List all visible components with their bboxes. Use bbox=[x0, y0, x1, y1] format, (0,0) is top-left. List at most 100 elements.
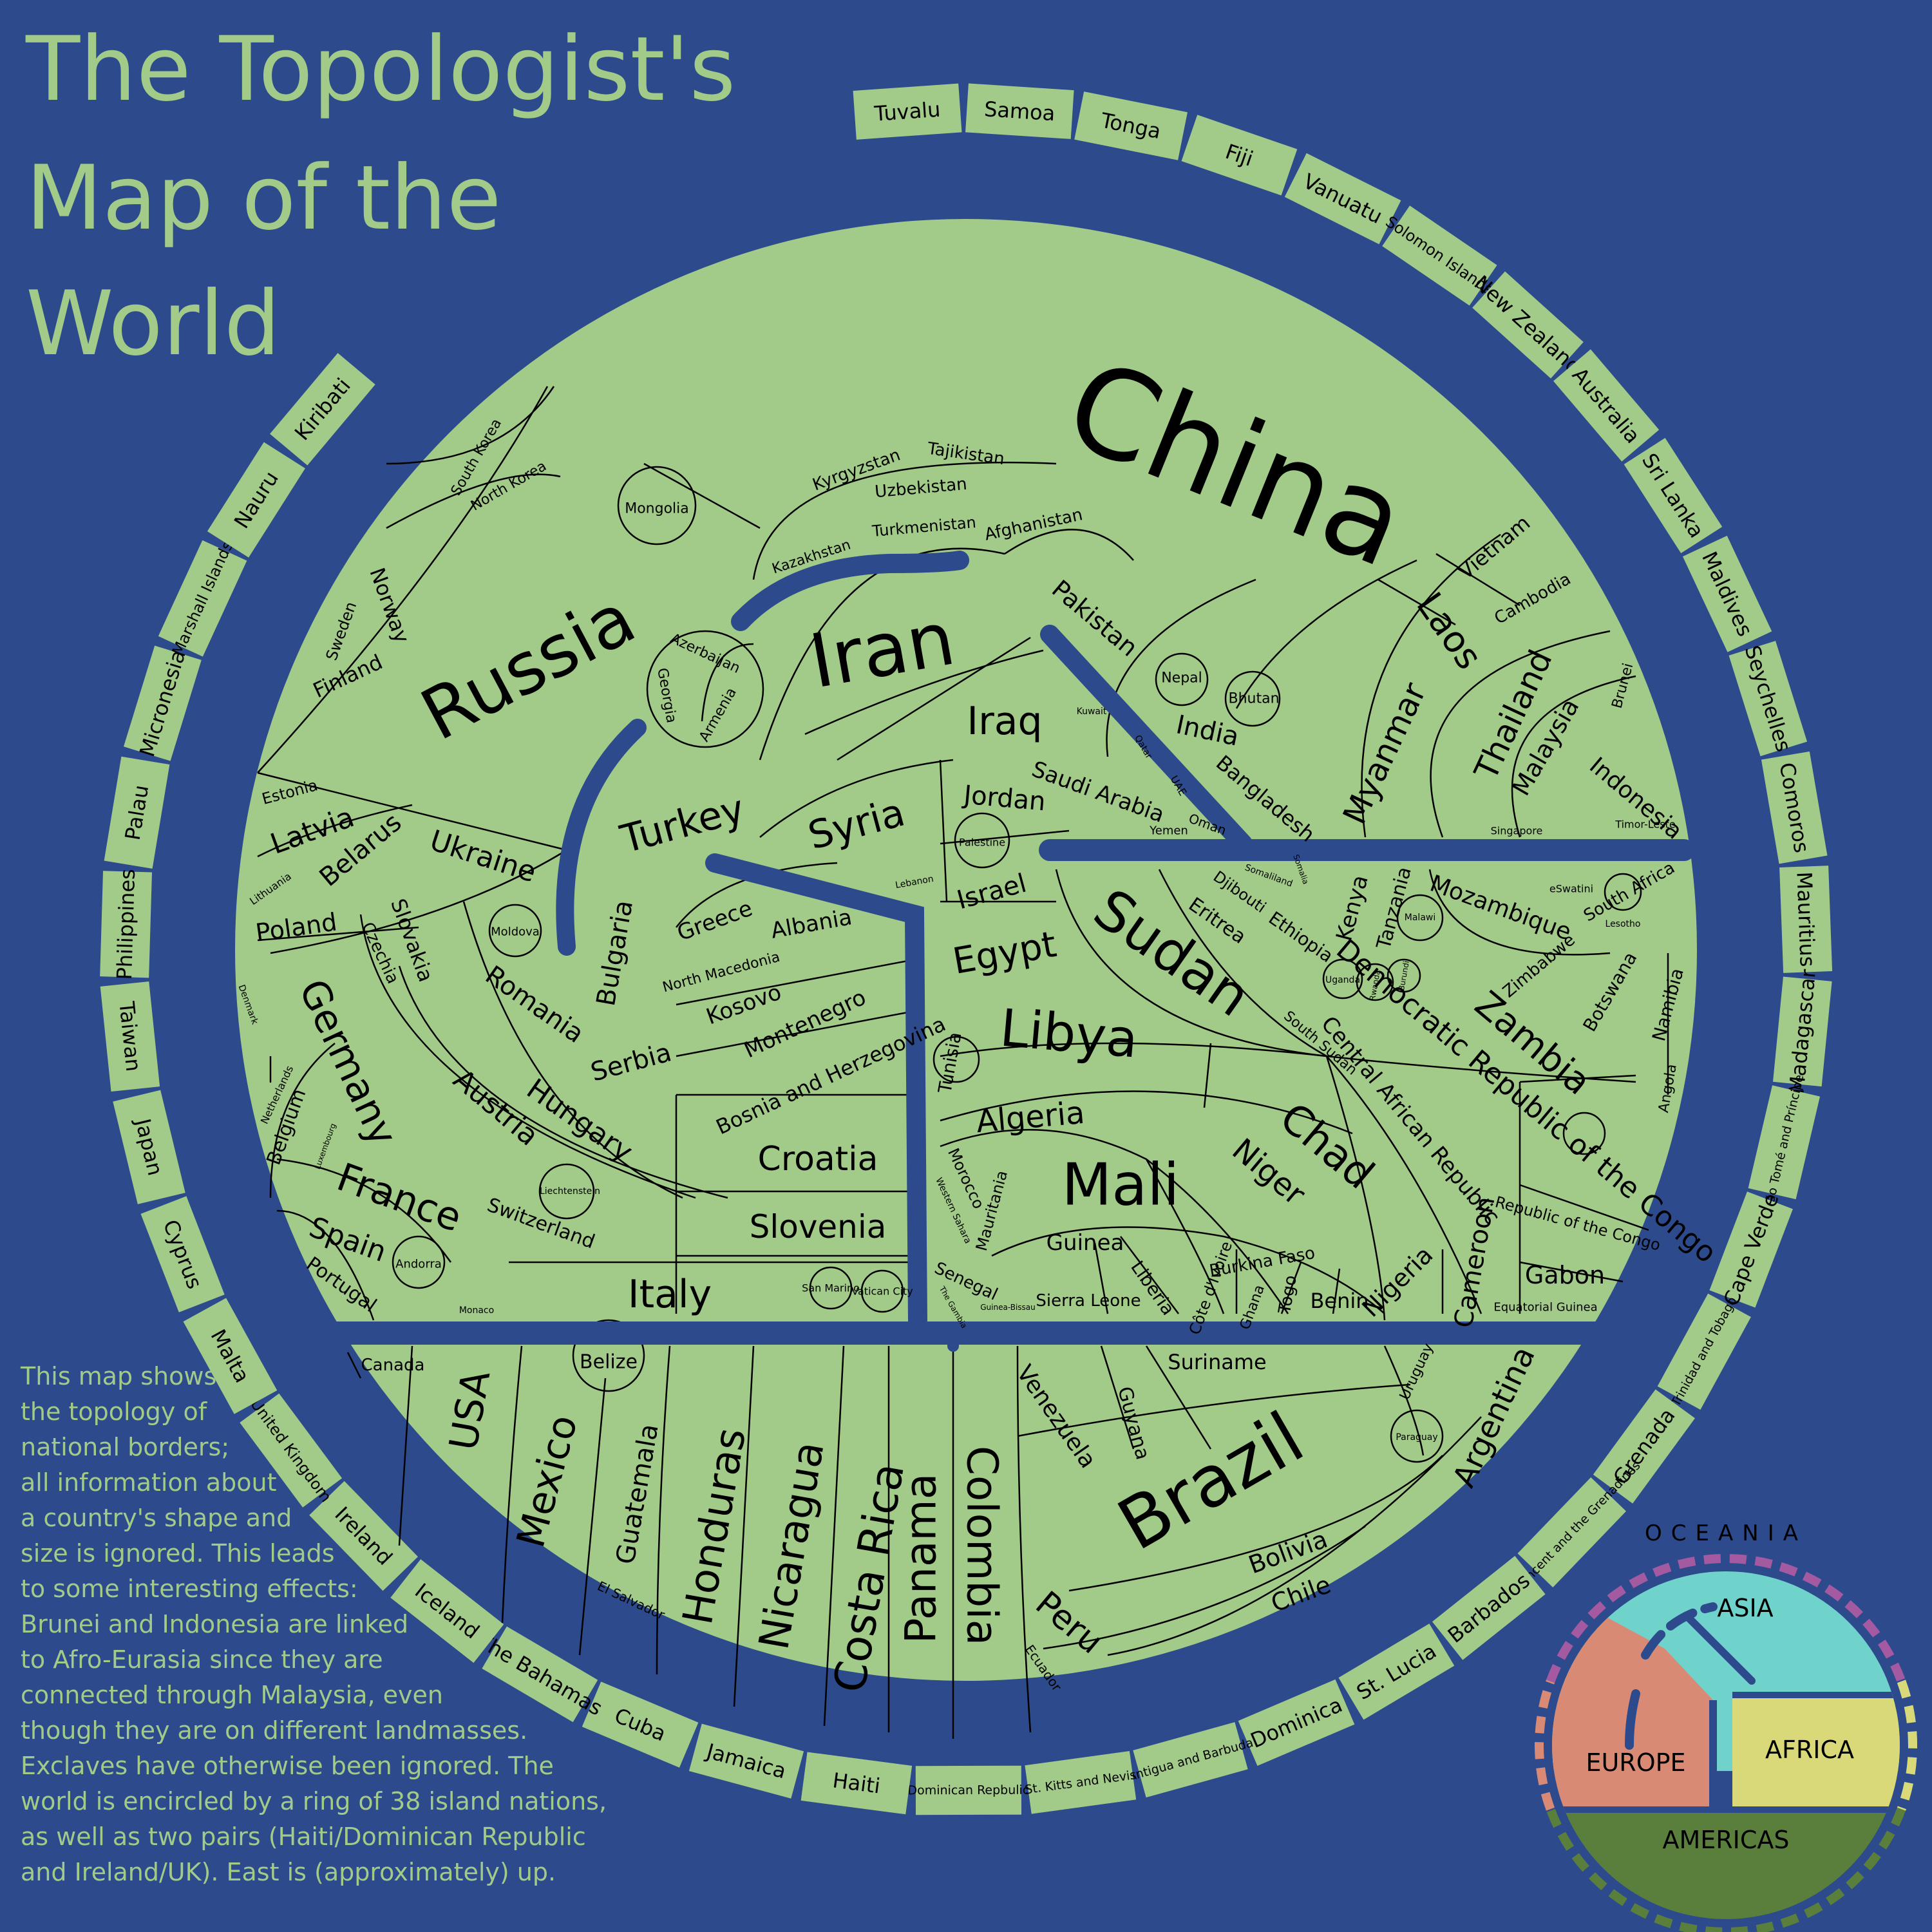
island-box bbox=[183, 1298, 278, 1414]
land-disc bbox=[235, 219, 1697, 1681]
country-bhutan: Bhutan bbox=[1228, 691, 1279, 707]
island-haiti: Haiti bbox=[800, 1752, 913, 1815]
country-mali: Mali bbox=[1062, 1151, 1180, 1219]
island-dominican-repbulic: Dominican Repbulic bbox=[907, 1765, 1029, 1815]
island-micronesia: Micronesia bbox=[123, 645, 202, 761]
island-mauritius: Mauritius bbox=[1779, 866, 1833, 973]
island-sri-lanka: Sri Lanka bbox=[1624, 437, 1723, 554]
description-line: and Ireland/UK). East is (approximately)… bbox=[21, 1858, 556, 1886]
country-paraguay: Paraguay bbox=[1396, 1432, 1437, 1443]
island-box bbox=[1728, 641, 1808, 757]
island-cape-verde: Cape Verde bbox=[1709, 1190, 1793, 1309]
island-label: Mauritius bbox=[1792, 871, 1819, 967]
country-belize: Belize bbox=[580, 1351, 638, 1374]
island-box bbox=[140, 1196, 225, 1312]
island-box bbox=[240, 1393, 343, 1508]
title-line-1: The Topologist's bbox=[25, 17, 735, 121]
country-monaco: Monaco bbox=[459, 1305, 494, 1316]
island-st-lucia: St. Lucia bbox=[1338, 1624, 1455, 1720]
island-kiribati: Kiribati bbox=[270, 353, 375, 466]
island-box bbox=[1133, 1722, 1248, 1798]
country-uganda: Uganda bbox=[1325, 975, 1360, 985]
island-label: Philippines bbox=[112, 869, 140, 980]
country-libya: Libya bbox=[998, 998, 1140, 1069]
country-vatican: Vatican City bbox=[851, 1285, 913, 1298]
island-box bbox=[1772, 976, 1832, 1087]
title-line-3: World bbox=[26, 272, 280, 375]
island-box bbox=[853, 83, 962, 140]
island-malta: Malta bbox=[183, 1298, 278, 1414]
country-canada: Canada bbox=[361, 1356, 425, 1375]
island-box bbox=[1553, 349, 1660, 462]
country-yemen: Yemen bbox=[1149, 824, 1188, 838]
legend-africa-label: AFRICA bbox=[1765, 1736, 1854, 1764]
island-box bbox=[104, 756, 170, 869]
legend-oceania-label: OCEANIA bbox=[1645, 1520, 1807, 1546]
legend-europe-label: EUROPE bbox=[1586, 1748, 1685, 1777]
country-guinea: Guinea bbox=[1046, 1230, 1124, 1256]
island-box bbox=[1517, 1477, 1627, 1587]
description-line: Brunei and Indonesia are linked bbox=[21, 1610, 408, 1638]
island-box bbox=[100, 871, 153, 978]
legend-ring-segment bbox=[1897, 1680, 1917, 1811]
country-italy: Italy bbox=[628, 1272, 712, 1317]
island-vanuatu: Vanuatu bbox=[1284, 153, 1401, 245]
island-box bbox=[482, 1626, 598, 1723]
island-box bbox=[1593, 1389, 1695, 1504]
island-box bbox=[1709, 1191, 1793, 1308]
country-san-marino: San Marino bbox=[802, 1282, 860, 1294]
island-box bbox=[390, 1559, 504, 1663]
island-cyprus: Cyprus bbox=[140, 1196, 225, 1312]
description-line: all information about bbox=[21, 1468, 277, 1497]
island-box bbox=[965, 83, 1074, 139]
description-line: size is ignored. This leads bbox=[21, 1539, 335, 1567]
description-line: world is encircled by a ring of 38 islan… bbox=[21, 1787, 607, 1815]
country-moldova: Moldova bbox=[491, 925, 540, 939]
legend: ASIA EUROPE AFRICA AMERICAS OCEANIA bbox=[1535, 1520, 1917, 1932]
island-dominica: Dominica bbox=[1238, 1679, 1355, 1766]
country-slovenia: Slovenia bbox=[750, 1208, 887, 1245]
legend-asia-label: ASIA bbox=[1717, 1594, 1773, 1622]
description-line: though they are on different landmasses. bbox=[21, 1716, 527, 1745]
country-nepal: Nepal bbox=[1161, 670, 1202, 687]
description-line: the topology of bbox=[21, 1397, 208, 1426]
title-line-2: Map of the bbox=[26, 146, 501, 250]
legend-europe bbox=[1552, 1584, 1713, 1810]
country-iraq: Iraq bbox=[967, 699, 1042, 744]
description-line: national borders; bbox=[21, 1433, 229, 1461]
country-panama: Panama bbox=[896, 1473, 946, 1643]
country-sierra-leone: Sierra Leone bbox=[1036, 1291, 1141, 1311]
island-box bbox=[1657, 1293, 1751, 1410]
island-label: Samoa bbox=[983, 97, 1056, 126]
island-box bbox=[688, 1723, 804, 1799]
island-jamaica: Jamaica bbox=[688, 1723, 804, 1799]
island-box bbox=[1284, 153, 1401, 245]
island-box bbox=[1624, 437, 1723, 554]
island-tuvalu: Tuvalu bbox=[853, 83, 962, 140]
island-box bbox=[1779, 866, 1833, 973]
island-box bbox=[1682, 535, 1772, 652]
country-suriname: Suriname bbox=[1168, 1350, 1266, 1374]
description-line: a country's shape and bbox=[21, 1504, 292, 1532]
island-comoros: Comoros bbox=[1761, 751, 1828, 864]
island-box bbox=[309, 1481, 419, 1591]
island-taiwan: Taiwan bbox=[100, 981, 160, 1092]
country-lesotho: Lesotho bbox=[1605, 919, 1641, 929]
island-box bbox=[100, 981, 160, 1092]
description-line: connected through Malaysia, even bbox=[21, 1681, 443, 1709]
country-liechtenstein: Liechtenstein bbox=[540, 1186, 600, 1197]
country-kuwait: Kuwait bbox=[1077, 706, 1107, 717]
description-line: to Afro-Eurasia since they are bbox=[21, 1645, 383, 1674]
country-andorra: Andorra bbox=[395, 1258, 442, 1271]
border-lines bbox=[257, 386, 1669, 1739]
island-box bbox=[1432, 1556, 1546, 1660]
country-eq-guinea: Equatorial Guinea bbox=[1493, 1301, 1597, 1314]
island-box bbox=[1181, 115, 1298, 196]
description-line: Exclaves have otherwise been ignored. Th… bbox=[21, 1752, 554, 1780]
island-box bbox=[1238, 1679, 1355, 1766]
island-label: Tuvalu bbox=[873, 97, 941, 126]
island-samoa: Samoa bbox=[965, 83, 1074, 139]
country-palestine: Palestine bbox=[959, 837, 1005, 849]
map-description: This map shows the topology of national bo… bbox=[20, 1362, 607, 1886]
